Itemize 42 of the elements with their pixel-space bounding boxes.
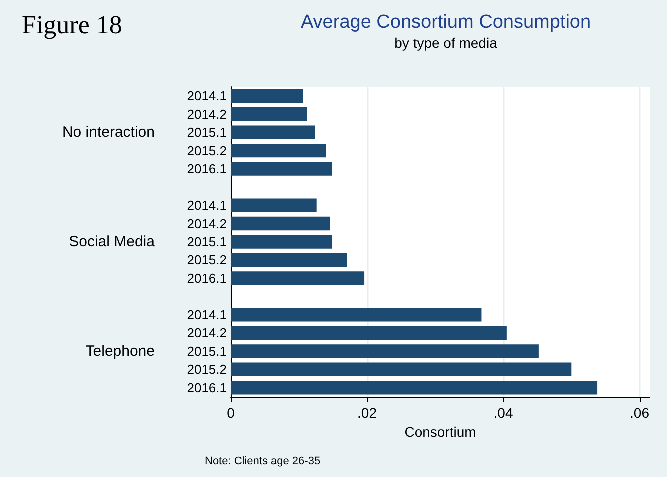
bar bbox=[231, 362, 572, 376]
bar bbox=[231, 108, 308, 122]
y-tick-label: 2016.1 bbox=[187, 270, 227, 286]
bar bbox=[231, 235, 333, 249]
text: Note: Clients age 26-35 bbox=[205, 456, 321, 468]
y-tick-label: 2015.1 bbox=[187, 125, 227, 140]
bar bbox=[231, 89, 304, 103]
y-tick-label: 2015.1 bbox=[187, 344, 227, 359]
y-tick-label: 2015.2 bbox=[187, 143, 227, 158]
y-tick-label: 2014.1 bbox=[187, 198, 227, 214]
bar bbox=[231, 253, 348, 268]
bar bbox=[231, 198, 317, 212]
x-tick-label: .06 bbox=[630, 405, 650, 421]
bar bbox=[231, 216, 330, 231]
bar bbox=[231, 308, 482, 322]
text: Telephone bbox=[86, 342, 155, 360]
y-tick-label: 2014.2 bbox=[187, 106, 227, 122]
y-tick-label: 2015.2 bbox=[187, 252, 227, 268]
y-tick-label: 2014.2 bbox=[187, 216, 227, 232]
y-tick-label: 2016.1 bbox=[187, 380, 227, 396]
bar bbox=[231, 381, 598, 395]
bar bbox=[231, 144, 326, 158]
y-tick-label: 2014.1 bbox=[187, 307, 227, 322]
bar bbox=[231, 326, 507, 340]
x-tick-label: .04 bbox=[494, 405, 514, 421]
y-tick-label: 2015.1 bbox=[187, 234, 227, 250]
x-tick-label: .02 bbox=[358, 405, 378, 421]
text: Social Media bbox=[69, 234, 156, 250]
bar bbox=[231, 126, 316, 140]
chart-title: Average Consortium Consumption bbox=[300, 12, 592, 33]
text: No interaction bbox=[62, 124, 155, 142]
chart-subtitle: by type of media bbox=[394, 35, 498, 51]
x-tick-label: 0 bbox=[227, 405, 236, 421]
x-axis-title: Consortium bbox=[404, 424, 476, 440]
y-tick-label: 2015.2 bbox=[187, 362, 227, 378]
bar bbox=[231, 162, 333, 176]
y-tick-label: 2016.1 bbox=[187, 162, 227, 177]
bar bbox=[231, 272, 365, 286]
bar bbox=[231, 344, 539, 358]
y-tick-label: 2014.2 bbox=[187, 326, 227, 341]
caption: Figure 18 bbox=[22, 10, 122, 40]
y-tick-label: 2014.1 bbox=[187, 88, 227, 104]
